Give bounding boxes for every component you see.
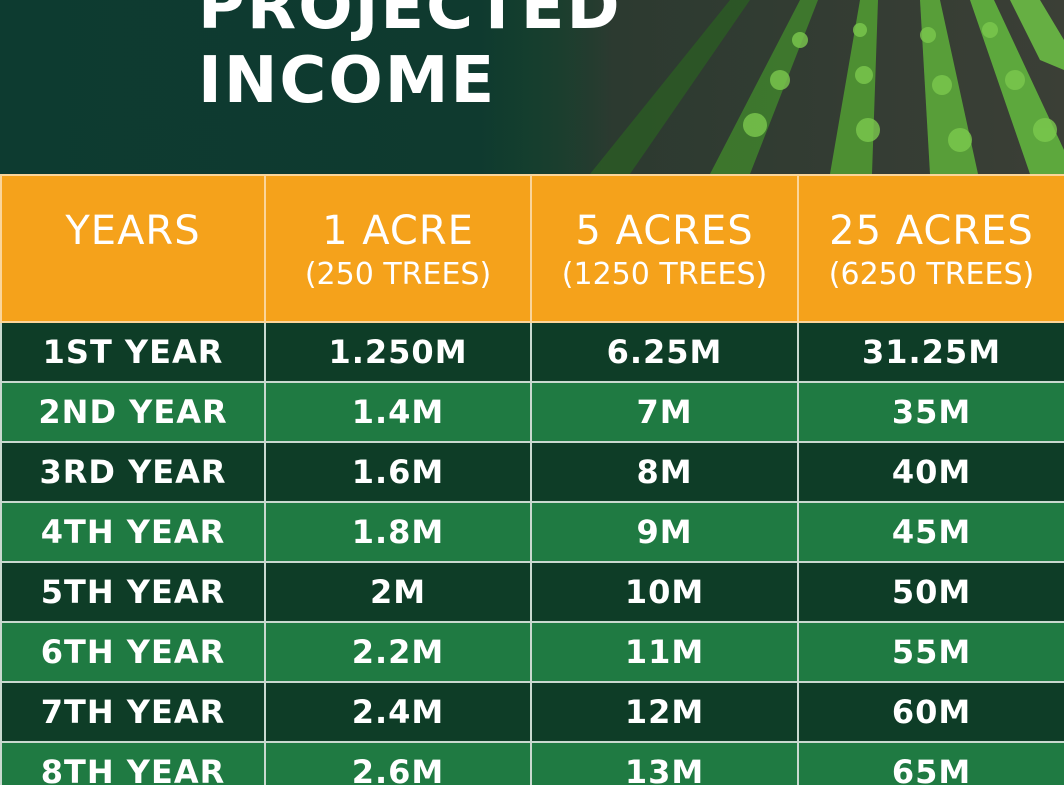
column-header-label: 5 ACRES bbox=[575, 208, 754, 254]
table-row: 4TH YEAR 1.8M 9M 45M bbox=[0, 501, 1064, 563]
five-acres-value-cell: 9M bbox=[530, 501, 799, 563]
one-acre-value-cell: 1.250M bbox=[264, 321, 532, 383]
title-line-2: INCOME bbox=[198, 44, 497, 118]
column-header-1-acre: 1 ACRE (250 TREES) bbox=[264, 174, 532, 323]
twenty-five-acres-value-cell: 50M bbox=[797, 561, 1064, 623]
column-header-years: YEARS bbox=[0, 174, 266, 323]
year-cell: 4TH YEAR bbox=[0, 501, 266, 563]
year-cell: 6TH YEAR bbox=[0, 621, 266, 683]
table-row: 3RD YEAR 1.6M 8M 40M bbox=[0, 441, 1064, 503]
column-header-5-acres: 5 ACRES (1250 TREES) bbox=[530, 174, 799, 323]
five-acres-value-cell: 7M bbox=[530, 381, 799, 443]
one-acre-value-cell: 2.4M bbox=[264, 681, 532, 743]
five-acres-value-cell: 13M bbox=[530, 741, 799, 785]
year-cell: 7TH YEAR bbox=[0, 681, 266, 743]
twenty-five-acres-value-cell: 60M bbox=[797, 681, 1064, 743]
year-cell: 8TH YEAR bbox=[0, 741, 266, 785]
table-row: 2ND YEAR 1.4M 7M 35M bbox=[0, 381, 1064, 443]
column-header-sublabel: (1250 TREES) bbox=[561, 257, 768, 292]
page-title: PROJECTED INCOME bbox=[198, 0, 622, 118]
one-acre-value-cell: 2.6M bbox=[264, 741, 532, 785]
projected-income-table: YEARS 1 ACRE (250 TREES) 5 ACRES (1250 T… bbox=[0, 174, 1064, 785]
one-acre-value-cell: 1.8M bbox=[264, 501, 532, 563]
crop-field-image bbox=[500, 0, 1064, 174]
one-acre-value-cell: 2M bbox=[264, 561, 532, 623]
year-cell: 5TH YEAR bbox=[0, 561, 266, 623]
column-header-sublabel: (6250 TREES) bbox=[828, 257, 1035, 292]
twenty-five-acres-value-cell: 55M bbox=[797, 621, 1064, 683]
five-acres-value-cell: 11M bbox=[530, 621, 799, 683]
column-header-label: YEARS bbox=[65, 208, 201, 254]
table-row: 1ST YEAR 1.250M 6.25M 31.25M bbox=[0, 321, 1064, 383]
twenty-five-acres-value-cell: 45M bbox=[797, 501, 1064, 563]
table-row: 5TH YEAR 2M 10M 50M bbox=[0, 561, 1064, 623]
column-header-label: 25 ACRES bbox=[829, 208, 1034, 254]
header-banner: PROJECTED INCOME bbox=[0, 0, 1064, 174]
five-acres-value-cell: 12M bbox=[530, 681, 799, 743]
twenty-five-acres-value-cell: 65M bbox=[797, 741, 1064, 785]
table-body: 1ST YEAR 1.250M 6.25M 31.25M 2ND YEAR 1.4M 7M 3… bbox=[0, 321, 1064, 785]
year-cell: 3RD YEAR bbox=[0, 441, 266, 503]
table-row: 6TH YEAR 2.2M 11M 55M bbox=[0, 621, 1064, 683]
column-header-sublabel: (250 TREES) bbox=[304, 257, 492, 292]
one-acre-value-cell: 1.6M bbox=[264, 441, 532, 503]
year-cell: 1ST YEAR bbox=[0, 321, 266, 383]
five-acres-value-cell: 8M bbox=[530, 441, 799, 503]
table-row: 8TH YEAR 2.6M 13M 65M bbox=[0, 741, 1064, 785]
title-line-1: PROJECTED bbox=[198, 0, 622, 44]
table-row: 7TH YEAR 2.4M 12M 60M bbox=[0, 681, 1064, 743]
twenty-five-acres-value-cell: 40M bbox=[797, 441, 1064, 503]
year-cell: 2ND YEAR bbox=[0, 381, 266, 443]
column-header-label: 1 ACRE bbox=[322, 208, 474, 254]
twenty-five-acres-value-cell: 31.25M bbox=[797, 321, 1064, 383]
column-header-25-acres: 25 ACRES (6250 TREES) bbox=[797, 174, 1064, 323]
table-header-row: YEARS 1 ACRE (250 TREES) 5 ACRES (1250 T… bbox=[0, 174, 1064, 323]
five-acres-value-cell: 10M bbox=[530, 561, 799, 623]
five-acres-value-cell: 6.25M bbox=[530, 321, 799, 383]
one-acre-value-cell: 2.2M bbox=[264, 621, 532, 683]
one-acre-value-cell: 1.4M bbox=[264, 381, 532, 443]
twenty-five-acres-value-cell: 35M bbox=[797, 381, 1064, 443]
